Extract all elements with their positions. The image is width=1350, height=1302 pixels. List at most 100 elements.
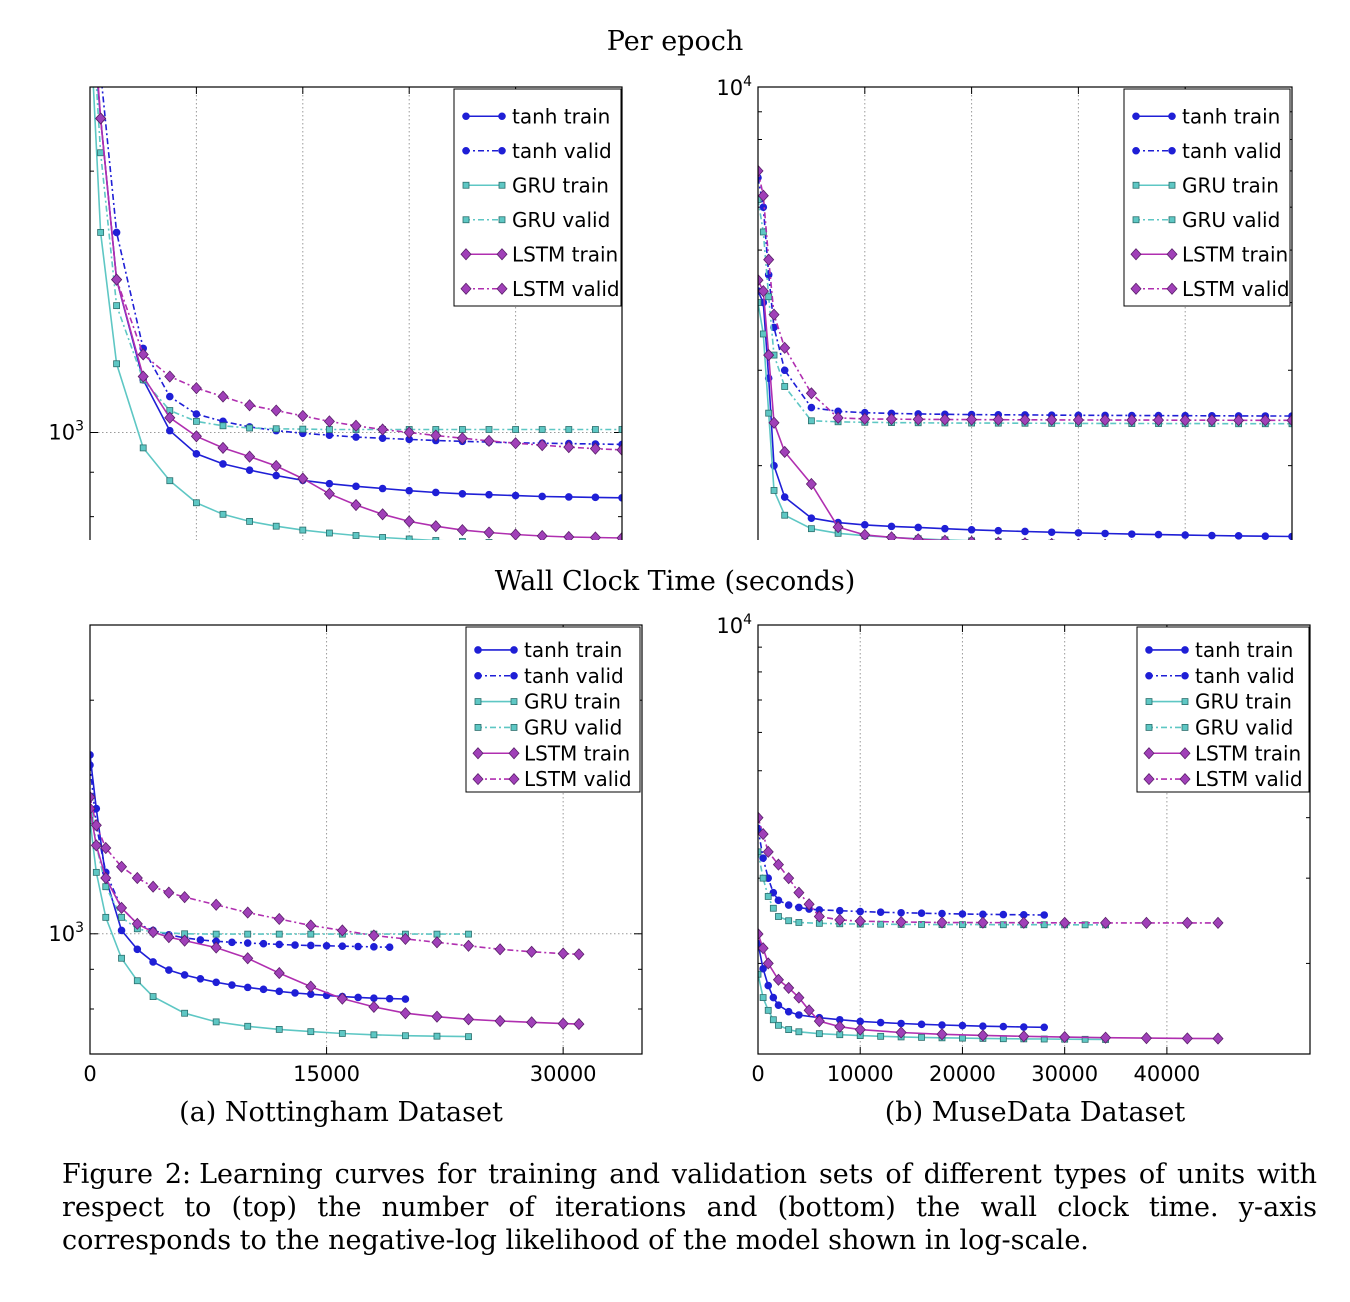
data-point-tanh-train [385, 994, 394, 1003]
data-point-tanh-valid [352, 433, 360, 441]
data-point-gru-train [877, 1032, 885, 1040]
data-point-lstm-valid [336, 924, 348, 937]
data-point-lstm-train [403, 515, 415, 528]
data-point-lstm-train [305, 980, 317, 993]
data-point-lstm-train [494, 1014, 506, 1028]
legend-label: GRU train [524, 690, 621, 714]
data-point-tanh-train [941, 524, 949, 533]
legend-marker [1181, 698, 1189, 705]
data-point-lstm-valid [1233, 414, 1245, 427]
data-point-gru-train [166, 477, 174, 485]
data-point-tanh-train [1040, 1023, 1049, 1032]
data-point-tanh-valid [322, 942, 331, 950]
data-point-gru-train [775, 1021, 782, 1029]
data-point-lstm-valid [1072, 413, 1084, 427]
data-point-gru-valid [565, 426, 573, 433]
data-point-lstm-train [526, 1016, 538, 1029]
data-point-gru-train [192, 499, 200, 507]
legend-label: tanh valid [524, 664, 624, 688]
data-point-tanh-valid [228, 938, 236, 947]
data-point-lstm-valid [111, 273, 123, 286]
data-point-gru-train [246, 517, 254, 525]
data-point-gru-train [402, 1032, 409, 1040]
data-point-lstm-valid [616, 443, 622, 456]
data-point-tanh-train [485, 490, 493, 499]
series-line-lstm-train [758, 933, 1219, 1040]
data-point-gru-valid [458, 426, 466, 433]
data-point-lstm-valid [557, 947, 569, 960]
data-point-gru-train [759, 994, 767, 1001]
data-point-tanh-valid [307, 941, 315, 950]
data-point-gru-train [433, 1032, 441, 1040]
data-point-tanh-train [876, 1018, 885, 1027]
data-point-tanh-train [1154, 530, 1163, 539]
legend-label: LSTM valid [512, 277, 620, 301]
data-point-gru-train [212, 1018, 220, 1026]
data-point-lstm-valid [859, 412, 871, 425]
data-point-gru-valid [219, 422, 227, 430]
legend-marker [460, 248, 472, 261]
data-point-lstm-train [270, 459, 282, 473]
data-point-lstm-train [912, 533, 924, 540]
legend-marker [1145, 724, 1153, 731]
data-point-lstm-valid [772, 858, 784, 871]
data-point-tanh-train [212, 978, 220, 987]
data-point-lstm-valid [1019, 413, 1031, 426]
data-point-tanh-train [914, 523, 922, 532]
data-point-gru-train [815, 1030, 823, 1038]
data-point-lstm-valid [977, 916, 989, 929]
data-point-tanh-train [511, 491, 520, 500]
series-line-tanh-valid [101, 87, 622, 446]
data-point-tanh-valid [112, 228, 121, 237]
data-point-tanh-train [795, 1011, 803, 1019]
data-point-gru-train [219, 510, 227, 518]
data-point-lstm-train [1140, 1032, 1152, 1045]
data-point-lstm-valid [483, 434, 495, 447]
data-point-tanh-train [538, 492, 547, 501]
data-point-tanh-valid [90, 761, 94, 769]
data-point-tanh-train [807, 514, 816, 522]
data-point-lstm-valid [783, 872, 795, 885]
data-point-gru-train [299, 526, 307, 534]
legend-label: tanh valid [512, 139, 612, 163]
subcaption-b: (b) MuseData Dataset [884, 1097, 1186, 1128]
data-point-lstm-train [1076, 538, 1080, 540]
data-point-lstm-train [147, 926, 159, 939]
data-point-lstm-train [813, 1015, 825, 1028]
legend-marker [1132, 112, 1140, 121]
data-point-lstm-valid [100, 841, 112, 855]
data-point-lstm-valid [456, 432, 468, 445]
data-point-lstm-train [805, 477, 817, 491]
legend-marker [1168, 216, 1176, 224]
data-point-lstm-valid [305, 919, 317, 932]
series-line-gru-valid [95, 87, 622, 431]
legend-marker [508, 772, 520, 786]
data-point-lstm-valid [131, 871, 143, 885]
data-point-tanh-valid [243, 939, 252, 947]
data-point-tanh-valid [166, 392, 174, 401]
data-point-tanh-valid [97, 70, 104, 76]
data-point-lstm-valid [163, 886, 175, 899]
data-point-gru-train [785, 1026, 793, 1033]
legend-label: tanh train [1195, 638, 1293, 662]
data-point-tanh-train [591, 493, 600, 502]
data-point-gru-train [97, 229, 105, 236]
data-point-tanh-valid [192, 410, 201, 418]
plot-frame [89, 624, 643, 1055]
data-point-tanh-train [291, 989, 299, 997]
y-tick-label: 104 [716, 74, 752, 100]
data-point-lstm-valid [377, 423, 389, 436]
data-point-gru-train [807, 525, 815, 533]
legend-marker [1179, 772, 1191, 786]
legend-marker [510, 646, 518, 654]
series-line-tanh-valid [758, 828, 1045, 916]
data-point-lstm-train [244, 450, 256, 463]
data-point-tanh-train [370, 994, 378, 1003]
data-point-gru-valid [618, 426, 622, 433]
data-point-tanh-train [90, 751, 94, 759]
series-line-gru-train [90, 820, 469, 1038]
data-point-gru-train [764, 1006, 772, 1014]
legend-marker [462, 112, 470, 121]
